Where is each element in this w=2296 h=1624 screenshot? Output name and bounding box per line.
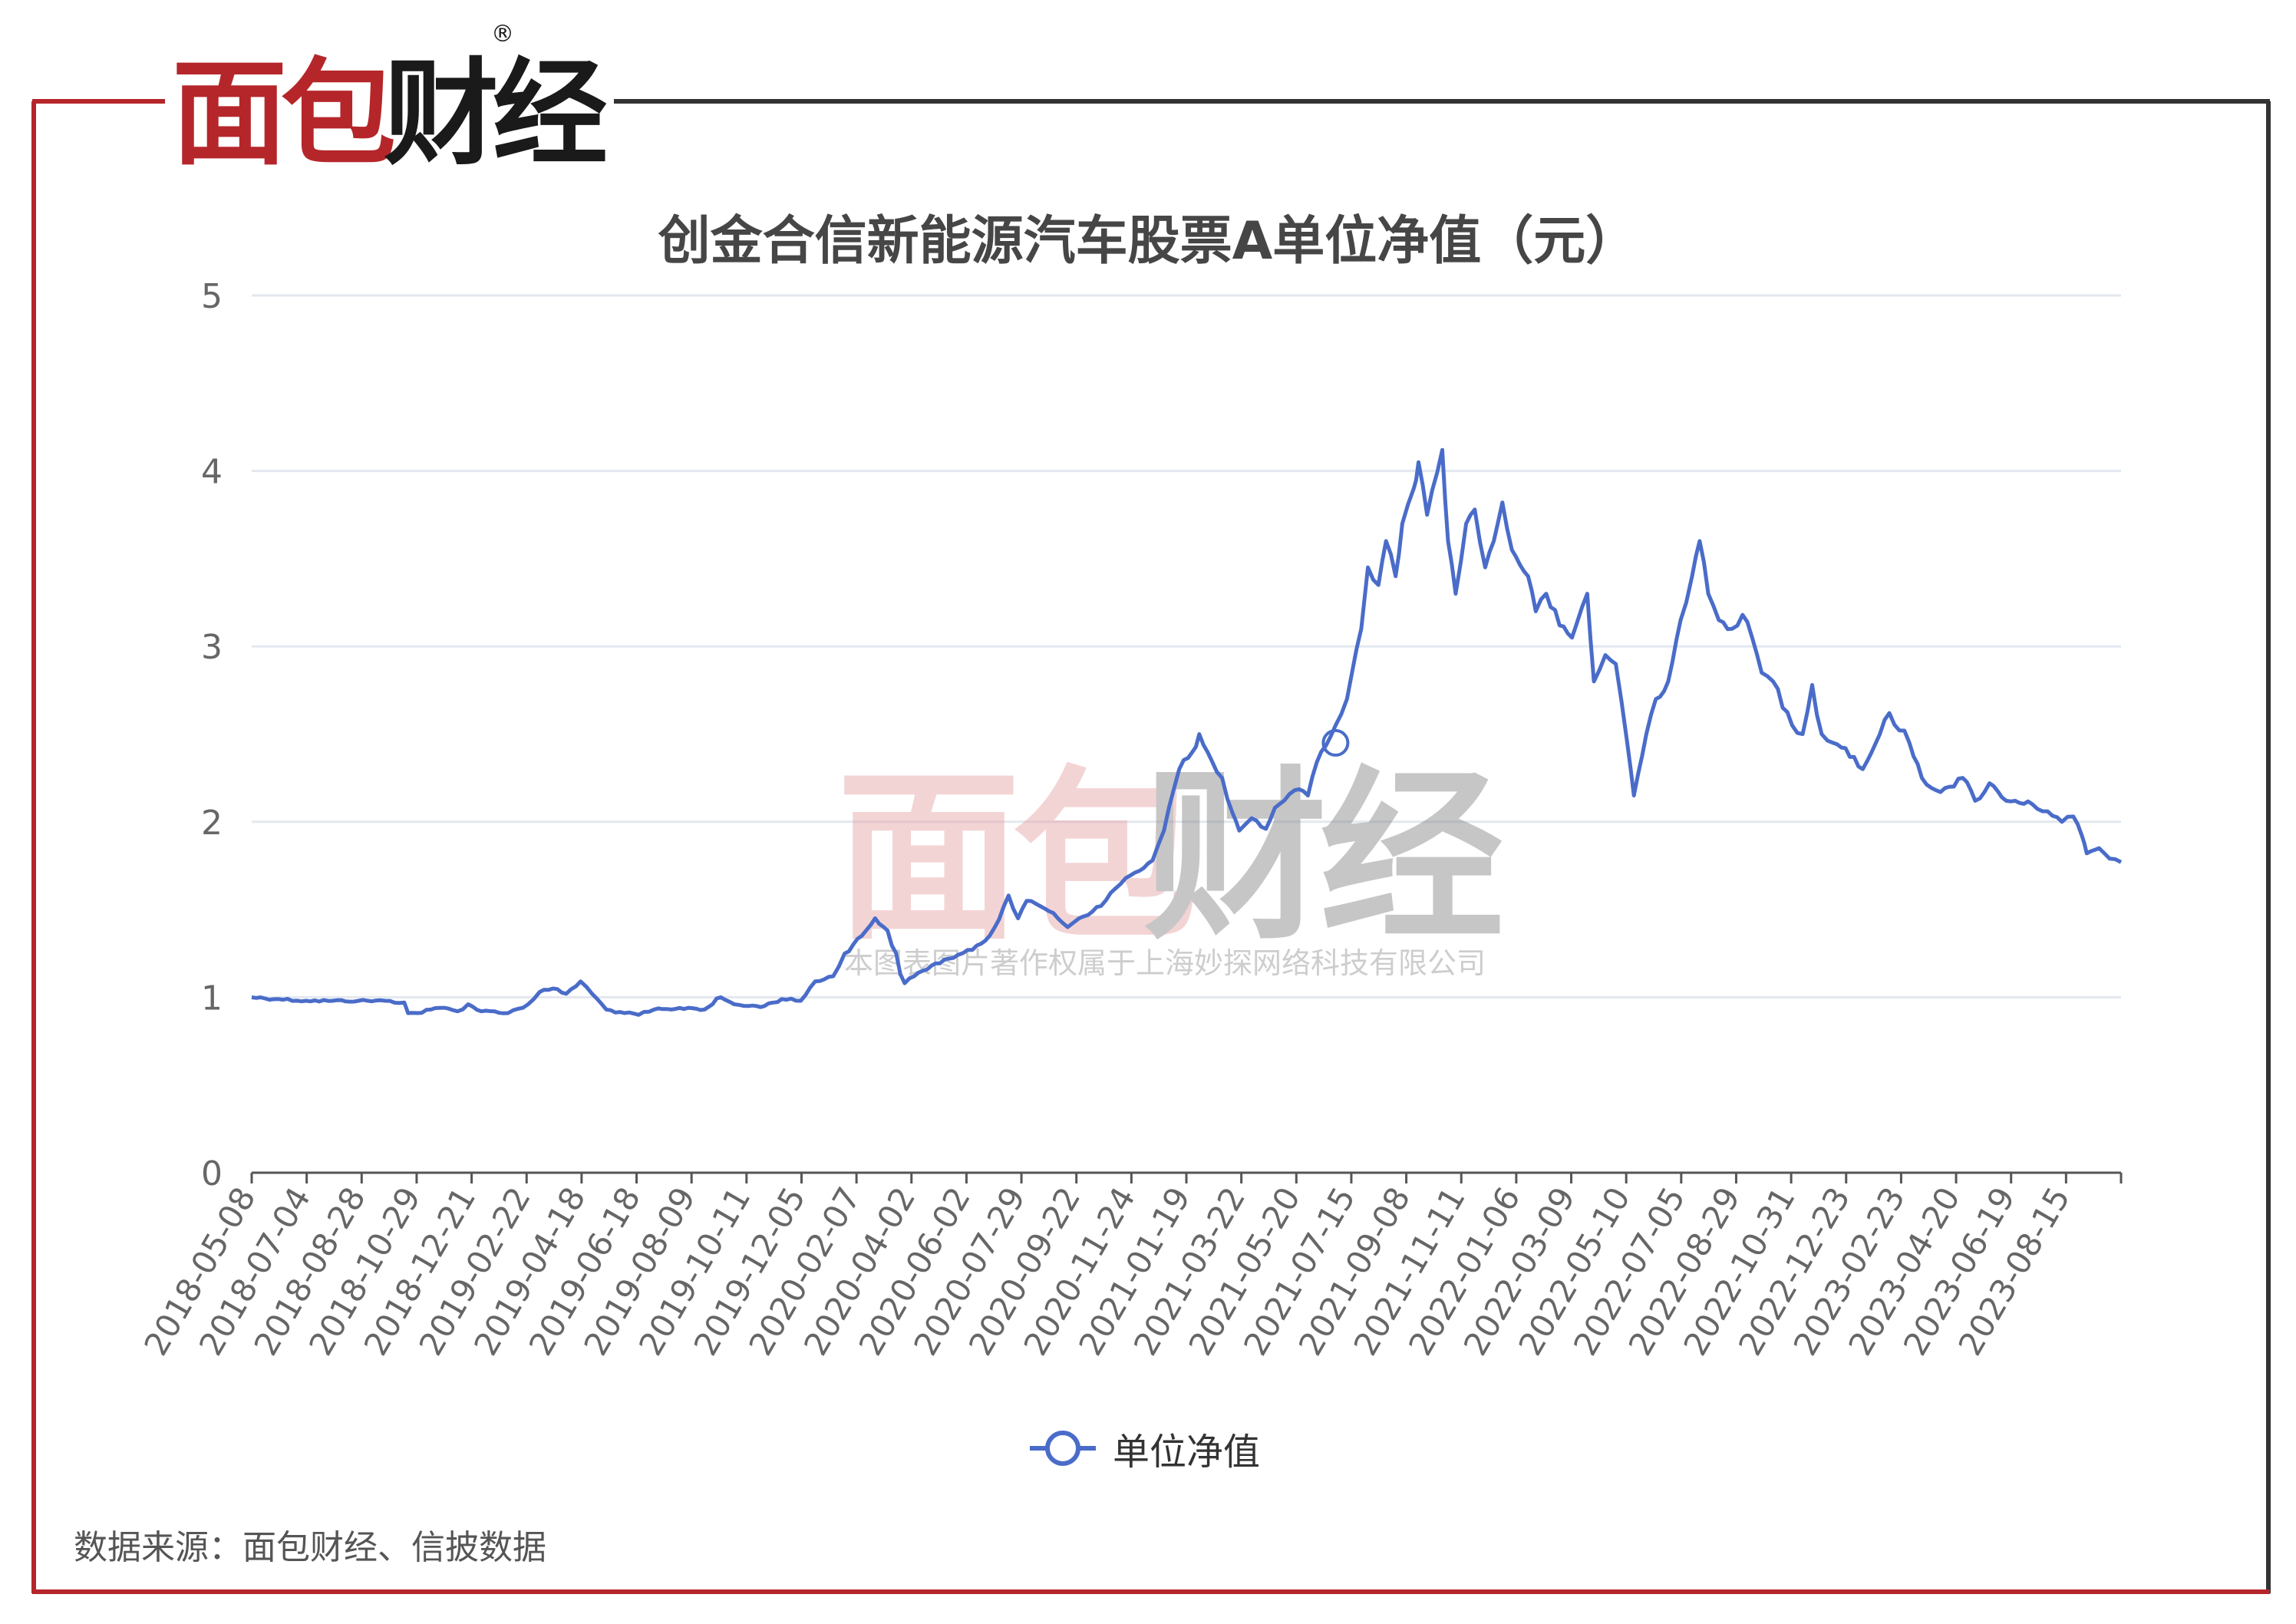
- grid-lines: [252, 294, 2121, 998]
- data-point-marker[interactable]: [1321, 728, 1350, 757]
- logo-text-black: 财经: [384, 48, 607, 169]
- source-note: 数据来源：面包财经、信披数据: [74, 1528, 546, 1567]
- y-tick-label: 3: [201, 628, 223, 667]
- watermark-logo-gray: 财经: [1143, 750, 1503, 965]
- legend-label: 单位净值: [1113, 1431, 1261, 1474]
- legend-line-circle-icon: [1030, 1431, 1096, 1466]
- y-tick-label: 4: [201, 453, 223, 492]
- watermark: 面包 财经 本图表图片著作权属于上海妙探网络科技有限公司: [836, 750, 1510, 980]
- series-line-unit-nav: [251, 447, 2123, 1017]
- series-layer: [251, 447, 2123, 1017]
- watermark-copyright: 本图表图片著作权属于上海妙探网络科技有限公司: [844, 946, 1486, 980]
- y-tick-label: 1: [201, 979, 223, 1018]
- logo-text-red: 面包: [172, 48, 394, 169]
- chart-title: 创金合信新能源汽车股票A单位净值（元）: [658, 211, 1638, 272]
- y-tick-label: 2: [201, 804, 223, 843]
- y-tick-label: 0: [201, 1154, 223, 1193]
- brand-logo: 面包 财经 ®: [161, 15, 622, 181]
- registered-mark: ®: [491, 21, 514, 48]
- y-tick-label: 5: [201, 277, 223, 316]
- legend[interactable]: 单位净值: [1028, 1421, 1260, 1475]
- watermark-logo-red: 面包: [836, 750, 1193, 965]
